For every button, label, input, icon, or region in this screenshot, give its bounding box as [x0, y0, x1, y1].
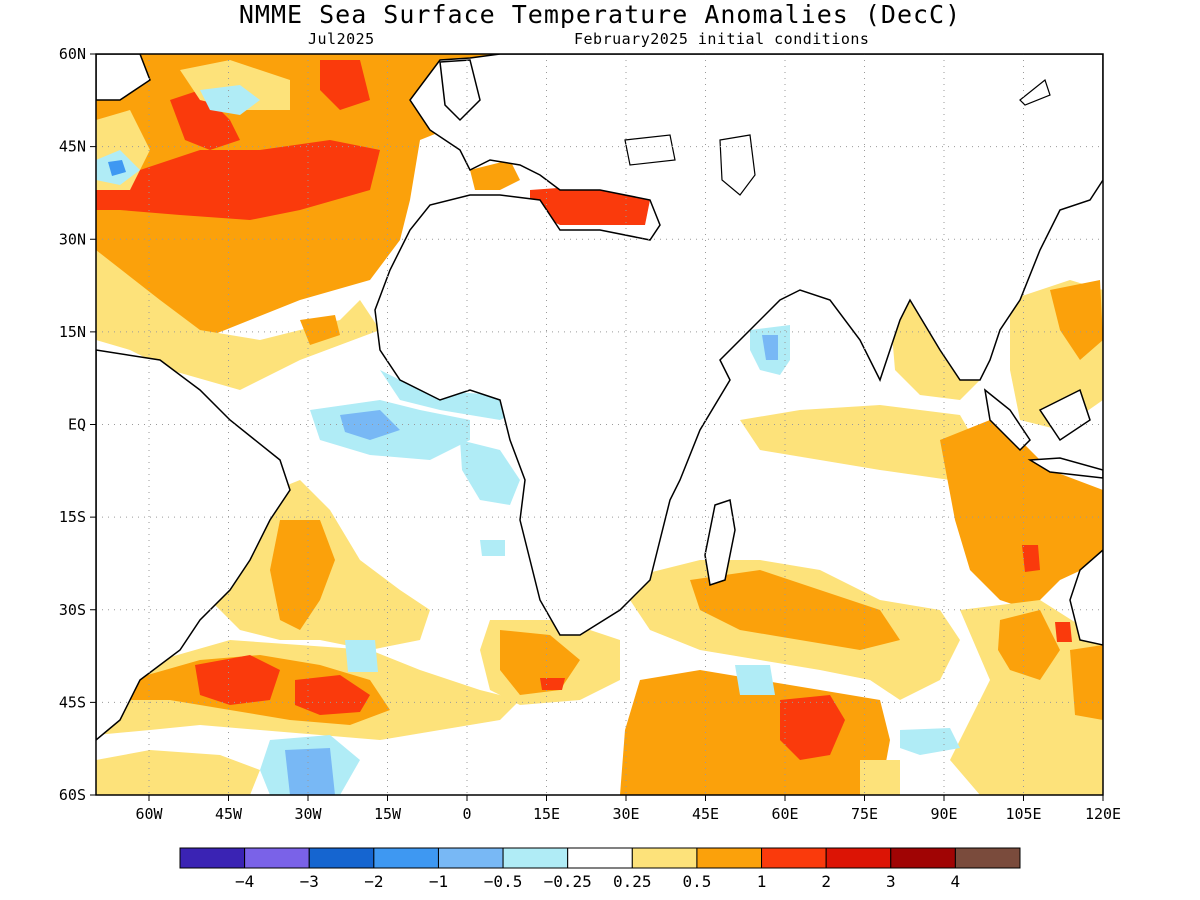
forecast-month: Jul2025: [308, 30, 375, 48]
map-title: NMME Sea Surface Temperature Anomalies (…: [238, 0, 962, 29]
lon-tick-label: 45E: [692, 805, 719, 823]
lon-tick-label: 30W: [294, 805, 322, 823]
colorbar-label: −0.25: [543, 872, 592, 891]
lat-tick-label: 60S: [59, 786, 86, 804]
axis-ticks: 60N 45N 30N 15N EQ 15S 30S 45S 60S 60W 45W 30W 15W 0 1…: [59, 45, 1121, 823]
colorbar: [179, 847, 1021, 869]
colorbar-swatch: [761, 847, 827, 869]
colorbar-label: 0.25: [613, 872, 652, 891]
colorbar-swatch: [567, 847, 633, 869]
lat-tick-label: 15S: [59, 508, 86, 526]
lat-tick-label: 60N: [59, 45, 86, 63]
lat-tick-label: EQ: [68, 416, 86, 434]
colorbar-label: 1: [756, 872, 767, 891]
colorbar-label: −4: [234, 872, 255, 891]
coastlines: [96, 54, 1103, 741]
lat-tick-label: 45S: [59, 693, 86, 711]
colorbar-swatch: [437, 847, 504, 869]
inland-seas: [624, 78, 1051, 196]
colorbar-swatch: [244, 847, 310, 869]
lon-tick-label: 15W: [374, 805, 402, 823]
colorbar-label: 0.5: [682, 872, 712, 891]
lon-tick-label: 30E: [612, 805, 639, 823]
lat-tick-label: 15N: [59, 323, 86, 341]
lat-tick-label: 30N: [59, 230, 86, 248]
lon-tick-label: 90E: [930, 805, 957, 823]
lon-tick-label: 60E: [771, 805, 798, 823]
colorbar-swatch: [631, 847, 698, 869]
colorbar-label: −3: [299, 872, 319, 891]
lat-tick-label: 30S: [59, 601, 86, 619]
lon-tick-label: 105E: [1005, 805, 1041, 823]
colorbar-swatch: [179, 847, 246, 869]
lon-tick-label: 15E: [533, 805, 560, 823]
colorbar-swatch: [502, 847, 569, 869]
colorbar-label: 2: [821, 872, 831, 891]
initial-conditions-label: February2025 initial conditions: [574, 30, 870, 48]
colorbar-swatch: [954, 847, 1021, 869]
colorbar-label: −2: [364, 872, 384, 891]
lat-tick-label: 45N: [59, 138, 86, 156]
colorbar-swatch: [373, 847, 439, 869]
colorbar-swatch: [890, 847, 956, 869]
lon-tick-label: 75E: [851, 805, 878, 823]
colorbar-swatch: [696, 847, 763, 869]
lon-tick-label: 120E: [1085, 805, 1121, 823]
colorbar-swatch: [825, 847, 892, 869]
lon-tick-label: 0: [462, 805, 471, 823]
lon-tick-label: 60W: [135, 805, 163, 823]
colorbar-label: −0.5: [483, 872, 523, 891]
colorbar-label: 3: [885, 872, 896, 891]
lon-tick-label: 45W: [215, 805, 243, 823]
colorbar-swatch: [308, 847, 375, 869]
colorbar-label: −1: [428, 872, 449, 891]
colorbar-label: 4: [950, 872, 961, 891]
